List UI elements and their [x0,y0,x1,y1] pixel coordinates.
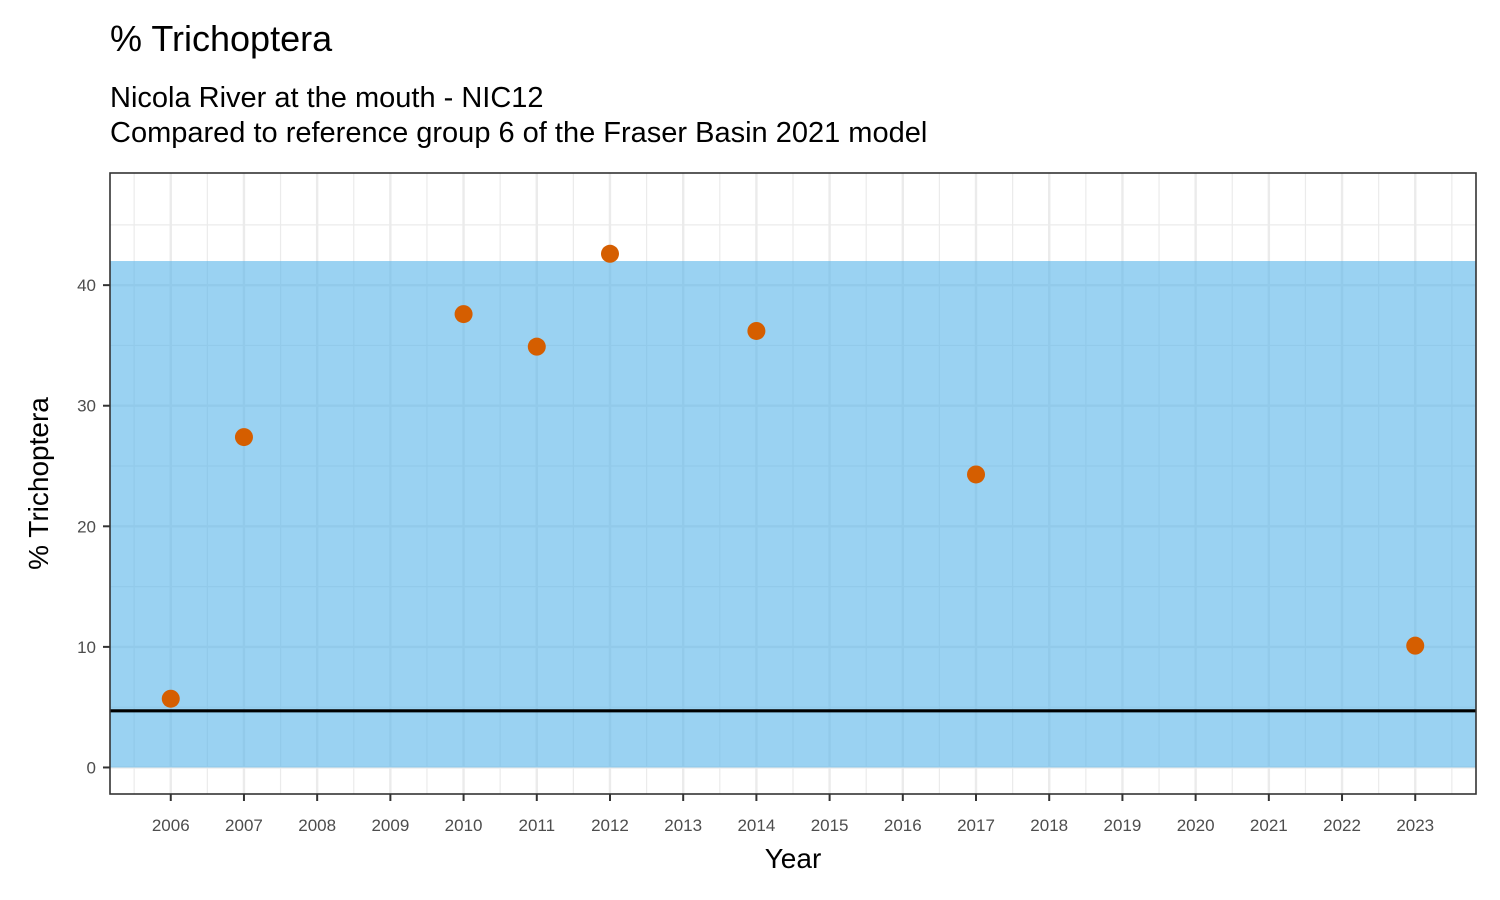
x-axis-title: Year [765,843,822,874]
y-tick-label: 10 [77,638,96,657]
x-tick-label: 2017 [957,816,995,835]
x-axis-ticks: 2006 2007 2008 2009 2010 2011 2012 2013 2014 2015… [152,794,1434,835]
x-tick-label: 2020 [1177,816,1215,835]
panel-border [109,172,1477,795]
chart-title: % Trichoptera [110,18,333,59]
chart-subtitle-line-1: Nicola River at the mouth - NIC12 [110,82,544,114]
data-point [747,321,766,340]
y-axis-ticks: 0 10 20 30 40 [77,276,110,777]
data-point [234,428,253,447]
y-tick-label: 30 [77,397,96,416]
y-tick-label: 0 [87,758,96,777]
x-tick-label: 2022 [1323,816,1361,835]
data-point [1406,636,1425,655]
x-tick-label: 2010 [445,816,483,835]
x-tick-label: 2013 [664,816,702,835]
x-tick-label: 2006 [152,816,190,835]
x-tick-label: 2015 [811,816,849,835]
data-points [161,244,1425,708]
y-tick-label: 20 [77,517,96,536]
x-tick-label: 2011 [519,816,556,835]
data-point [161,689,180,708]
reference-band [110,261,1476,768]
x-tick-label: 2021 [1250,816,1288,835]
chart-subtitle-line-2: Compared to reference group 6 of the Fra… [110,117,928,149]
x-tick-label: 2014 [737,816,775,835]
x-tick-label: 2019 [1104,816,1142,835]
data-point [527,337,546,356]
data-point [454,305,473,324]
data-point [967,465,986,484]
data-point [600,244,619,263]
x-tick-label: 2016 [884,816,922,835]
x-tick-label: 2007 [225,816,263,835]
y-tick-label: 40 [77,276,96,295]
x-tick-label: 2012 [591,816,629,835]
y-axis-title: % Trichoptera [23,397,54,570]
x-tick-label: 2018 [1030,816,1068,835]
x-tick-label: 2009 [371,816,409,835]
x-tick-label: 2023 [1396,816,1434,835]
x-tick-label: 2008 [298,816,336,835]
